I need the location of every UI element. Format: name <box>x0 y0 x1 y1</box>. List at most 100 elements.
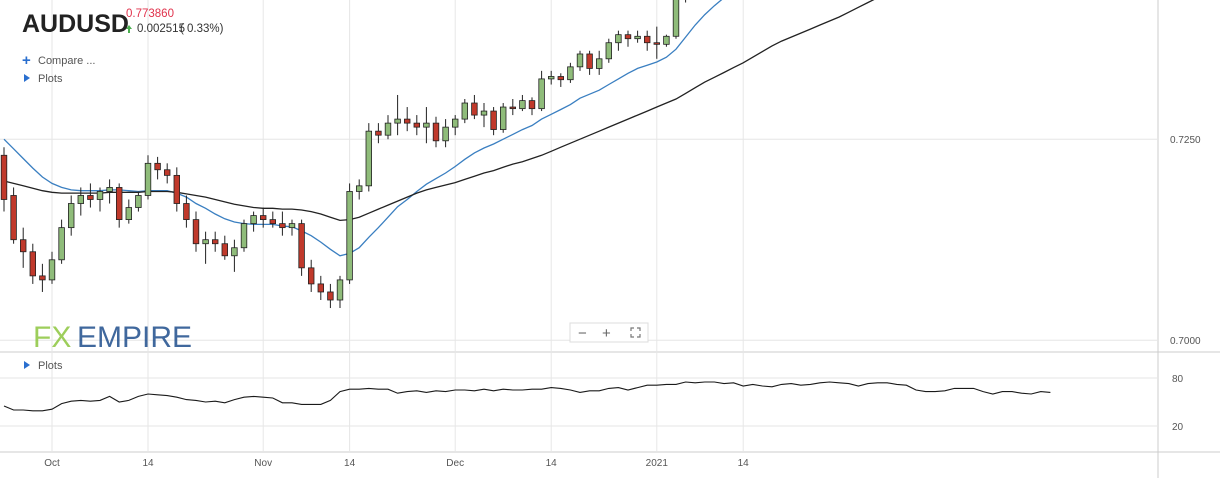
candle-bullish <box>605 38 612 63</box>
candle-body <box>576 53 584 68</box>
candle-body <box>135 195 142 208</box>
candle-bullish <box>336 275 344 309</box>
candle-bearish <box>298 219 305 276</box>
candle-body <box>240 223 248 249</box>
candle-body <box>29 251 36 277</box>
candle-body <box>39 275 46 281</box>
candle-body <box>605 42 612 60</box>
fullscreen-icon[interactable] <box>630 327 641 338</box>
x-tick-label: Dec <box>446 458 464 469</box>
candle-bearish <box>432 116 440 148</box>
candle-body <box>317 283 324 293</box>
candle-body <box>451 118 459 128</box>
candle-body <box>279 223 286 229</box>
candle-body <box>298 223 305 269</box>
candle-bearish <box>269 211 276 228</box>
candle-body <box>653 42 660 45</box>
x-tick-label: 14 <box>738 458 750 469</box>
candle-body <box>499 106 507 130</box>
candle-body <box>19 239 27 253</box>
zoom-in-button[interactable]: + <box>602 325 611 342</box>
candle-bearish <box>413 115 420 136</box>
candle-body <box>336 279 344 301</box>
candle-bearish <box>279 211 286 236</box>
candle-body <box>403 118 411 124</box>
indicator-series <box>3 381 1051 412</box>
candle-bearish <box>403 107 411 132</box>
candle-body <box>432 122 440 142</box>
candle-bearish <box>39 263 46 292</box>
y-tick-label: 0.7250 <box>1170 135 1201 146</box>
candle-body <box>528 100 536 110</box>
plots-toggle-indicator[interactable]: Plots <box>24 360 63 372</box>
candle-body <box>365 130 372 187</box>
candle-body <box>163 169 171 176</box>
candle-body <box>125 207 132 220</box>
candle-bullish <box>423 107 430 144</box>
plots-toggle-main[interactable]: Plots <box>24 73 63 85</box>
candle-bearish <box>163 163 171 184</box>
logo-fx: FX <box>33 321 71 354</box>
candle-bearish <box>19 227 27 268</box>
candle-bearish <box>653 26 660 59</box>
candle-body <box>644 35 651 44</box>
candle-bearish <box>624 30 632 47</box>
zoom-out-button[interactable]: − <box>578 325 587 342</box>
candle-bearish <box>10 187 17 244</box>
candle-bearish <box>490 107 497 136</box>
candle-bullish <box>106 179 113 204</box>
candle-body <box>413 122 420 128</box>
candle-body <box>106 187 113 192</box>
candle-bearish <box>375 123 382 144</box>
candle-bearish <box>307 259 315 292</box>
zoom-controls: − + <box>569 322 649 343</box>
candle-bullish <box>135 191 142 212</box>
candle-body <box>269 219 276 225</box>
caret-right-icon <box>24 74 30 82</box>
candle-bullish <box>442 119 449 148</box>
candle-bullish <box>538 70 545 112</box>
y-tick-label: 0.7000 <box>1170 336 1201 347</box>
candle-body <box>509 106 516 110</box>
indicator-tick-label: 20 <box>1172 422 1184 433</box>
candle-bullish <box>634 30 641 43</box>
candle-body <box>96 191 104 200</box>
arrow-up-icon <box>126 25 132 33</box>
candle-bullish <box>480 103 488 128</box>
fxempire-logo: FX EMPIRE <box>33 321 192 354</box>
logo-empire: EMPIRE <box>77 321 192 354</box>
candle-body <box>480 110 488 116</box>
compare-button[interactable]: + Compare ... <box>22 52 95 69</box>
candle-body <box>423 122 430 128</box>
candle-body <box>116 187 123 221</box>
candle-bearish <box>211 231 219 252</box>
candle-body <box>548 76 555 80</box>
candlestick-series[interactable] <box>0 0 1053 309</box>
caret-right-icon <box>24 361 30 369</box>
candle-body <box>538 78 545 110</box>
candle-body <box>259 215 267 221</box>
candle-body <box>355 185 363 192</box>
candle-bullish <box>77 187 84 216</box>
candle-body <box>567 66 574 81</box>
candle-bearish <box>87 183 94 208</box>
candle-body <box>144 162 152 196</box>
indicator-line <box>3 381 1051 412</box>
candle-bearish <box>0 147 8 212</box>
candle-body <box>634 35 641 40</box>
price-change-percent: ( 0.33%) <box>180 23 224 35</box>
candle-bullish <box>596 50 603 75</box>
candle-bearish <box>154 156 161 180</box>
candle-body <box>327 291 334 301</box>
candle-bullish <box>355 179 363 200</box>
candle-bearish <box>586 50 593 75</box>
candle-bearish <box>317 275 324 300</box>
candle-bullish <box>125 199 132 224</box>
candle-bearish <box>557 73 564 87</box>
current-price: 0.773860 <box>126 8 174 20</box>
candle-bullish <box>365 123 372 192</box>
candle-body <box>471 102 478 116</box>
candle-bullish <box>499 103 507 133</box>
plots-label-main: Plots <box>38 73 63 85</box>
